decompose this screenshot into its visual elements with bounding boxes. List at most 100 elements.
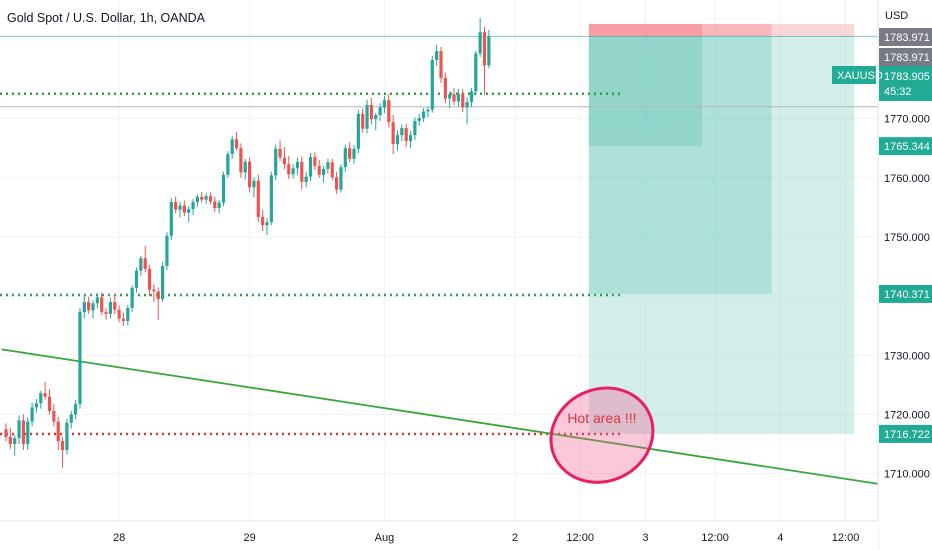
candle [426,106,430,118]
candle [269,171,273,226]
candle [361,108,365,133]
target-zone [588,36,772,294]
candle-body [304,176,308,182]
candle [39,390,43,409]
candle [65,419,69,455]
annotation-group[interactable]: Hot area !!! [535,372,668,499]
target-2-badge: 1740.371 [884,289,930,301]
candle-body [8,436,12,445]
candle [448,91,452,108]
candle [143,245,147,273]
candle [387,93,391,128]
candle [95,293,99,309]
target-zone [588,36,702,147]
candle-body [187,209,191,213]
candle [152,284,156,303]
candle-body [178,205,182,210]
position-zones[interactable] [588,23,855,434]
x-tick-label: 29 [243,532,255,544]
candle [435,44,439,66]
candle [56,416,60,450]
candle [443,72,447,104]
time-axis-bg [0,521,878,550]
candle [356,109,360,154]
candle [87,296,91,314]
candle [113,294,117,314]
candle [100,292,104,316]
candle [465,97,469,125]
candle [182,200,186,217]
candle-body [387,100,391,123]
candle [117,305,121,323]
candle-body [174,202,178,210]
candle [382,96,387,114]
candle-body [200,196,204,200]
candle-body [21,420,25,445]
candle-body [461,93,465,108]
candle-body [47,396,52,411]
target-3-badge: 1716.722 [884,429,930,441]
candle-body [191,202,195,210]
candle-body [478,32,482,54]
price-axis[interactable]: USD1710.0001720.0001730.0001740.0001750.… [832,0,932,550]
trendline-group[interactable] [1,348,890,487]
candle-body [78,312,82,404]
candle-body [43,393,47,397]
horizontal-level-lines[interactable] [0,35,878,436]
candle [243,158,247,180]
candle [335,171,339,194]
candle-body [443,77,447,99]
candle [108,297,112,319]
candle [147,264,152,297]
candle [282,147,286,169]
candle-body [156,291,160,300]
candle-body [208,196,213,202]
candle-body [165,235,169,266]
candle-body [417,118,421,121]
candle [474,50,478,95]
candle-body [413,120,417,136]
candle-body [400,128,404,136]
x-tick-label: 12:00 [832,532,860,544]
candle [352,145,356,164]
candle [295,157,300,175]
candle [487,29,491,69]
candle-body [26,421,30,445]
candle [195,194,199,207]
candle [321,165,326,183]
candle [252,177,256,198]
x-tick-label: 12:00 [566,532,594,544]
candle [408,131,413,149]
candle-body [252,180,256,188]
candle [169,197,173,240]
candle-body [65,422,69,450]
candle-body [152,289,156,292]
candle [395,130,400,151]
candle [430,55,434,113]
candle [343,144,347,172]
candle-body [17,420,21,439]
x-tick-label: 12:00 [701,532,729,544]
time-axis[interactable]: 28 29 Aug 2 12:00 3 12:00 4 12:00 [0,520,878,550]
candle-body [408,135,413,142]
y-tick-label: 1750.000 [884,232,930,244]
currency-label: USD [885,10,908,22]
target-2-badge-bg [879,284,932,303]
candle [365,99,369,134]
candle [439,46,443,84]
candle-body [352,148,356,159]
candle [13,435,17,456]
countdown-label: 45:32 [884,86,912,98]
candle-body [30,407,34,422]
candle [226,151,230,178]
candle-body [104,312,108,314]
candle-body [91,303,95,311]
x-tick-label: 28 [113,532,125,544]
hot-area-label: Hot area !!! [567,410,636,426]
candle [213,196,217,213]
candle [374,112,378,131]
current-price-badge: 1783.905 [884,71,930,83]
symbol-label-bg [832,66,876,84]
candle [60,436,65,468]
